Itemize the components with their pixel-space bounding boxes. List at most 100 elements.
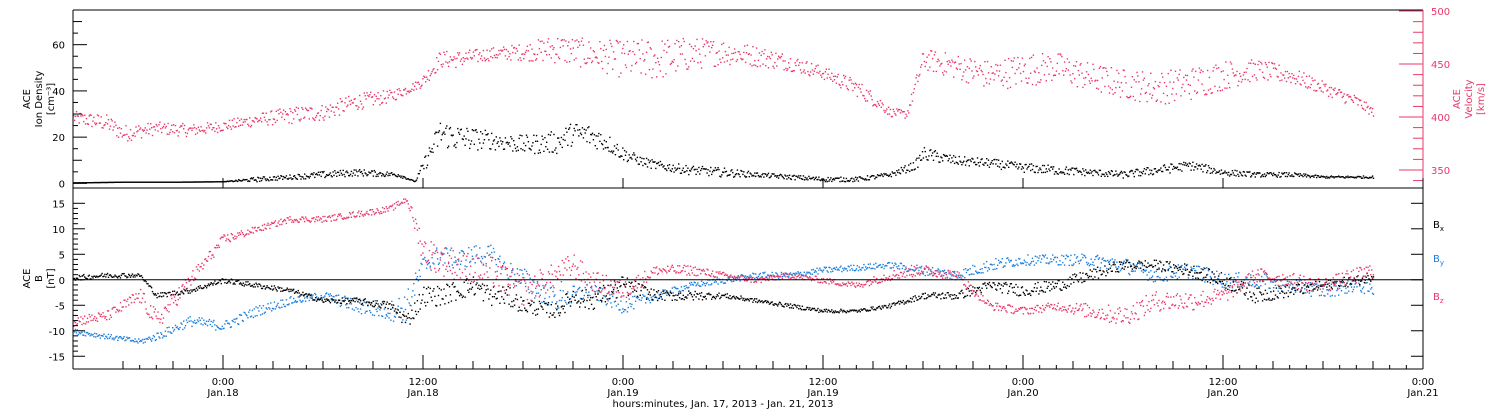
by-series-point — [920, 267, 922, 269]
by-series-point — [1107, 261, 1110, 263]
velocity-series-point — [1236, 70, 1238, 73]
velocity-series-point — [933, 54, 936, 56]
by-series-point — [590, 286, 592, 289]
bx-series-point — [627, 294, 629, 297]
by-series-point — [651, 299, 653, 302]
bx-series-point — [700, 295, 702, 297]
by-series-point — [75, 332, 78, 334]
ion-density-series-point — [1206, 171, 1208, 174]
ion-density-series-point — [493, 139, 496, 141]
by-series-point — [1220, 283, 1223, 285]
ion-density-series-point — [112, 181, 114, 184]
velocity-series-point — [1255, 77, 1257, 79]
velocity-series-point — [99, 122, 101, 124]
ion-density-series-point — [365, 173, 367, 175]
velocity-series-point — [1313, 89, 1315, 92]
by-series-point — [927, 274, 929, 276]
velocity-series-point — [475, 49, 477, 51]
by-series-point — [291, 302, 293, 304]
velocity-series-point — [640, 72, 642, 74]
velocity-series-point — [1170, 69, 1172, 71]
bx-series-point — [383, 300, 386, 303]
bx-series-point — [588, 308, 590, 310]
by-series-point — [344, 295, 346, 297]
velocity-series-point — [1107, 74, 1109, 77]
velocity-series-point — [1073, 65, 1075, 67]
ion-density-series-point — [568, 127, 571, 129]
ion-density-series-point — [773, 173, 775, 175]
velocity-series-point — [770, 51, 772, 54]
ion-density-series-point — [216, 181, 218, 183]
ion-density-series-point — [662, 166, 664, 168]
bx-series-point — [475, 283, 477, 286]
by-series-point — [238, 323, 240, 325]
bx-series-point — [656, 299, 659, 302]
velocity-series-point — [379, 104, 381, 106]
by-series-point — [405, 319, 408, 321]
ion-density-series-point — [153, 181, 156, 183]
velocity-series-point — [1167, 72, 1169, 75]
by-series-point — [1188, 274, 1190, 276]
bx-series-point — [734, 298, 737, 300]
velocity-series-point — [126, 133, 128, 135]
by-series-point — [1080, 259, 1082, 261]
ion-density-series-point — [1220, 169, 1223, 171]
velocity-series-point — [1347, 94, 1349, 96]
ion-density-series-point — [381, 173, 384, 175]
velocity-series-point — [238, 125, 240, 127]
velocity-series-point — [1118, 86, 1121, 88]
by-series-point — [394, 316, 397, 318]
by-series-point — [1217, 278, 1220, 280]
velocity-series-point — [91, 125, 93, 128]
by-series-point — [212, 321, 214, 323]
ion-density-series-point — [942, 153, 945, 156]
ion-density-series-point — [849, 179, 851, 182]
velocity-series-point — [699, 53, 701, 55]
by-series-point — [967, 269, 970, 271]
velocity-series-point — [501, 50, 503, 52]
bx-series-point — [164, 292, 167, 294]
by-series-point — [171, 332, 173, 334]
by-series-point — [206, 324, 209, 327]
ion-density-series-point — [139, 181, 141, 183]
by-series-point — [1257, 273, 1259, 275]
ion-density-series-point — [919, 154, 921, 157]
ion-density-series-point — [693, 169, 695, 171]
velocity-series-point — [458, 52, 461, 54]
by-series-point — [180, 322, 182, 324]
by-series-point — [429, 265, 431, 267]
velocity-series-point — [415, 88, 418, 90]
by-series-point — [1134, 270, 1136, 272]
by-series-point — [359, 308, 362, 310]
ion-density-series-point — [1030, 163, 1033, 165]
velocity-series-point — [1320, 90, 1322, 92]
ion-density-series-point — [84, 182, 86, 184]
ion-density-series-point — [491, 132, 493, 135]
velocity-series-point — [1145, 91, 1147, 94]
ion-density-series-point — [330, 175, 332, 177]
ion-density-series-point — [1200, 168, 1202, 170]
velocity-series-point — [360, 103, 363, 105]
bx-series-point — [154, 293, 156, 295]
velocity-series-point — [520, 59, 522, 62]
bx-series-point — [297, 289, 299, 292]
ion-density-series-point — [159, 181, 161, 183]
scatter-layer — [73, 37, 1375, 344]
by-series-point — [1263, 273, 1266, 275]
velocity-series-point — [1117, 81, 1119, 83]
by-series-point — [816, 267, 818, 269]
by-series-point — [158, 336, 160, 338]
ion-density-series-point — [353, 169, 355, 171]
by-series-point — [418, 269, 420, 271]
ion-density-series-point — [195, 181, 198, 183]
velocity-series-point — [943, 70, 946, 72]
velocity-series-point — [863, 95, 865, 97]
ion-density-series-point — [880, 173, 882, 175]
bx-series-point — [283, 289, 286, 291]
velocity-series-point — [692, 48, 695, 50]
velocity-series-point — [439, 53, 442, 55]
by-series-point — [240, 314, 243, 316]
velocity-series-point — [716, 51, 718, 54]
ion-density-series-point — [1344, 177, 1346, 179]
velocity-series-point — [662, 76, 664, 78]
